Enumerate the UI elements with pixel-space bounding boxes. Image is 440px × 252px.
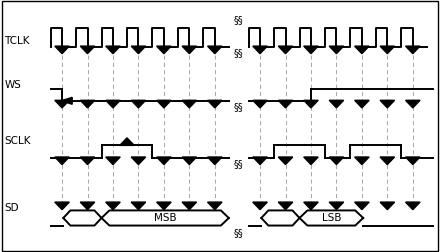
Text: §§: §§: [234, 228, 244, 238]
Polygon shape: [106, 100, 120, 108]
Polygon shape: [55, 157, 70, 165]
Polygon shape: [208, 157, 222, 165]
Polygon shape: [253, 46, 268, 54]
Polygon shape: [182, 46, 197, 54]
Polygon shape: [131, 46, 146, 54]
Polygon shape: [106, 202, 120, 210]
Polygon shape: [55, 46, 70, 54]
Polygon shape: [131, 157, 146, 165]
Text: §§: §§: [234, 15, 244, 25]
Polygon shape: [55, 202, 70, 210]
Polygon shape: [355, 100, 369, 108]
Polygon shape: [131, 100, 146, 108]
Text: SCLK: SCLK: [4, 136, 31, 146]
Polygon shape: [157, 100, 171, 108]
Polygon shape: [304, 100, 318, 108]
Polygon shape: [182, 100, 197, 108]
Polygon shape: [355, 157, 369, 165]
Polygon shape: [208, 46, 222, 54]
Polygon shape: [304, 157, 318, 165]
Text: §§: §§: [234, 48, 244, 58]
Polygon shape: [355, 202, 369, 210]
Polygon shape: [80, 46, 95, 54]
Polygon shape: [120, 138, 134, 145]
Text: WS: WS: [4, 80, 21, 90]
Polygon shape: [329, 157, 344, 165]
Text: §§: §§: [234, 159, 244, 169]
Polygon shape: [406, 157, 420, 165]
Polygon shape: [157, 157, 171, 165]
Polygon shape: [253, 157, 268, 165]
Polygon shape: [278, 100, 293, 108]
Polygon shape: [329, 202, 344, 210]
Polygon shape: [55, 100, 70, 108]
Polygon shape: [106, 157, 120, 165]
Polygon shape: [329, 100, 344, 108]
Text: LSB: LSB: [322, 213, 341, 223]
Polygon shape: [80, 157, 95, 165]
Polygon shape: [380, 46, 395, 54]
Polygon shape: [131, 202, 146, 210]
Text: MSB: MSB: [154, 213, 176, 223]
Polygon shape: [208, 202, 222, 210]
Polygon shape: [208, 100, 222, 108]
Polygon shape: [106, 46, 120, 54]
Polygon shape: [329, 46, 344, 54]
Polygon shape: [61, 97, 72, 104]
Text: TCLK: TCLK: [4, 36, 30, 46]
Polygon shape: [80, 100, 95, 108]
Polygon shape: [380, 202, 395, 210]
Polygon shape: [406, 202, 420, 210]
Polygon shape: [253, 100, 268, 108]
Polygon shape: [406, 100, 420, 108]
Polygon shape: [304, 46, 318, 54]
Polygon shape: [380, 157, 395, 165]
Polygon shape: [182, 202, 197, 210]
Text: §§: §§: [234, 102, 244, 112]
Polygon shape: [253, 202, 268, 210]
Polygon shape: [80, 202, 95, 210]
Polygon shape: [380, 100, 395, 108]
Polygon shape: [304, 202, 318, 210]
Text: SD: SD: [4, 203, 19, 213]
Polygon shape: [406, 46, 420, 54]
Polygon shape: [157, 46, 171, 54]
Polygon shape: [278, 46, 293, 54]
Polygon shape: [182, 157, 197, 165]
Polygon shape: [278, 202, 293, 210]
Polygon shape: [355, 46, 369, 54]
Polygon shape: [278, 157, 293, 165]
Polygon shape: [157, 202, 171, 210]
